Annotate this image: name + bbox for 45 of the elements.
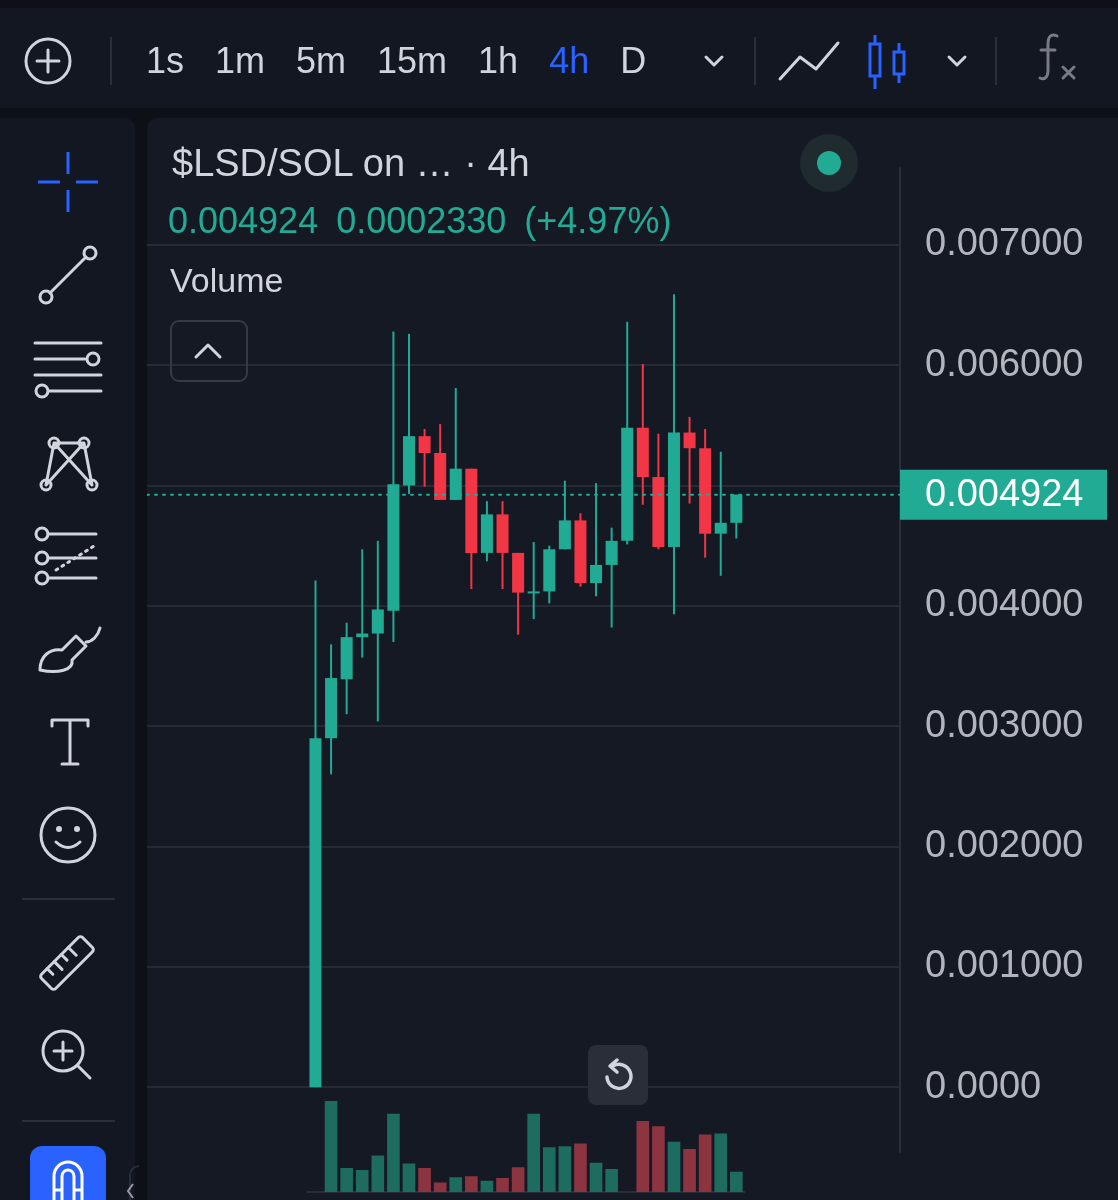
- bar: [402, 1163, 416, 1192]
- bar: [589, 1162, 603, 1192]
- text: 5m: [296, 40, 347, 82]
- bar: [480, 1180, 494, 1192]
- text: 1h: [478, 40, 519, 82]
- y-tick-label: 0.007000: [925, 221, 1084, 264]
- y-tick-label: 0.0000: [925, 1063, 1042, 1106]
- y-tick-label: 0.006000: [925, 341, 1084, 384]
- chart-title: Volume: [170, 260, 284, 300]
- bar: [636, 1120, 650, 1192]
- text: 1m: [215, 40, 266, 82]
- chart-title: $LSD/SOL on … · 4h: [172, 141, 530, 186]
- bar: [433, 1182, 447, 1192]
- bar: [355, 1169, 369, 1192]
- bar: [558, 1146, 572, 1192]
- bar: [683, 1149, 696, 1192]
- bar: [542, 1147, 556, 1192]
- text: 15m: [377, 40, 448, 82]
- text: 4h: [549, 40, 590, 82]
- bar: [574, 1143, 587, 1192]
- bar: [698, 1134, 712, 1192]
- bar: [387, 1113, 400, 1192]
- bar: [371, 1155, 385, 1192]
- bar: [496, 1178, 509, 1192]
- candlestick: [527, 542, 540, 620]
- bar: [449, 1177, 463, 1192]
- y-tick-label: 0.004000: [925, 582, 1084, 625]
- y-tick-label: 0.002000: [925, 823, 1084, 866]
- text: 1s: [146, 40, 185, 82]
- text: 0.004924 0.0002330 (+4.97%): [168, 199, 672, 243]
- bar: [605, 1168, 618, 1192]
- text: D: [620, 40, 647, 82]
- bar: [652, 1126, 665, 1192]
- bar: [340, 1168, 353, 1192]
- y-tick-label: 0.003000: [925, 702, 1084, 745]
- bar: [527, 1113, 541, 1192]
- bar: [730, 1171, 743, 1192]
- bar: [511, 1167, 525, 1192]
- ref-line-label: 0.004924: [925, 472, 1084, 515]
- bar: [714, 1133, 728, 1192]
- bar: [465, 1176, 478, 1192]
- bar: [667, 1141, 681, 1192]
- bar: [418, 1168, 431, 1192]
- y-tick-label: 0.001000: [925, 943, 1084, 986]
- bar: [324, 1100, 338, 1192]
